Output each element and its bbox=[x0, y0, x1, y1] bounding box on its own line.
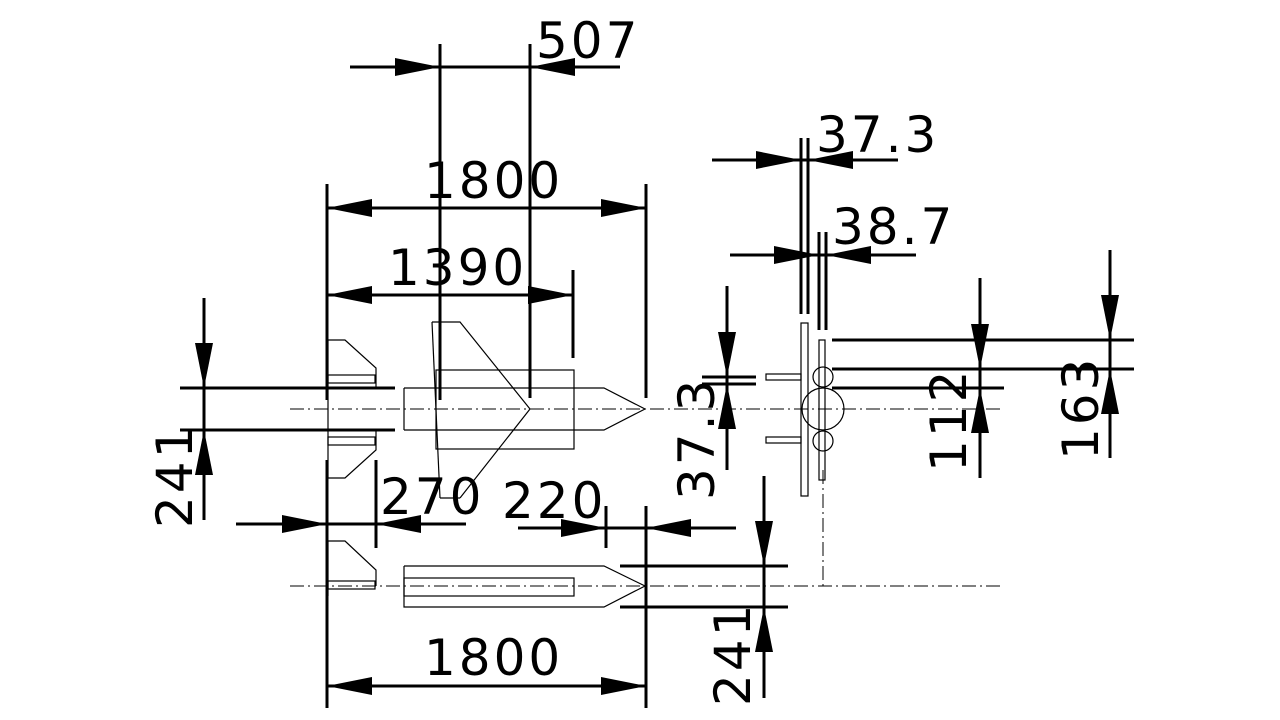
dim-112: 112 bbox=[920, 368, 978, 472]
missile-front-view bbox=[765, 322, 845, 497]
side-tail-fin bbox=[328, 540, 377, 586]
top-body-outline bbox=[404, 387, 647, 431]
front-vertical-fin-thin bbox=[818, 339, 826, 481]
dim-1800-bottom: 1800 bbox=[424, 629, 563, 687]
top-tail-upper bbox=[328, 339, 377, 388]
dim-38-7: 38.7 bbox=[832, 198, 955, 256]
top-tail-upper-strip bbox=[327, 374, 376, 384]
top-wing-strip bbox=[435, 369, 575, 450]
dim-270: 270 bbox=[380, 468, 484, 526]
dim-507: 507 bbox=[536, 12, 640, 70]
dimension-labels: 507 1800 1390 241 270 220 1800 241 37.3 … bbox=[146, 12, 1110, 706]
extension-lines bbox=[180, 44, 1134, 708]
dimension-lines bbox=[195, 58, 1119, 698]
front-body-circle bbox=[801, 387, 845, 431]
dim-1390: 1390 bbox=[388, 239, 527, 297]
side-body-inner bbox=[403, 577, 575, 597]
dim-241-left: 241 bbox=[146, 424, 204, 528]
side-body-outline bbox=[403, 565, 647, 608]
dim-163: 163 bbox=[1052, 356, 1110, 460]
dim-241-bottom: 241 bbox=[704, 602, 762, 706]
front-left-tail-upper bbox=[765, 373, 802, 381]
dim-37-3-vertical: 37.3 bbox=[668, 377, 726, 500]
top-tail-lower bbox=[328, 430, 377, 479]
front-lower-pod bbox=[812, 430, 834, 452]
front-vertical-wing bbox=[800, 322, 809, 497]
dim-220: 220 bbox=[502, 472, 606, 530]
top-wing-upper bbox=[432, 321, 531, 499]
missile-side-view bbox=[327, 540, 647, 608]
dim-37-3-top: 37.3 bbox=[816, 106, 939, 164]
dim-1800-top: 1800 bbox=[424, 152, 563, 210]
side-tail-strip bbox=[327, 580, 376, 590]
top-tail-lower-strip bbox=[327, 436, 376, 446]
front-left-tail-lower bbox=[765, 436, 802, 444]
front-upper-pod bbox=[812, 366, 834, 388]
